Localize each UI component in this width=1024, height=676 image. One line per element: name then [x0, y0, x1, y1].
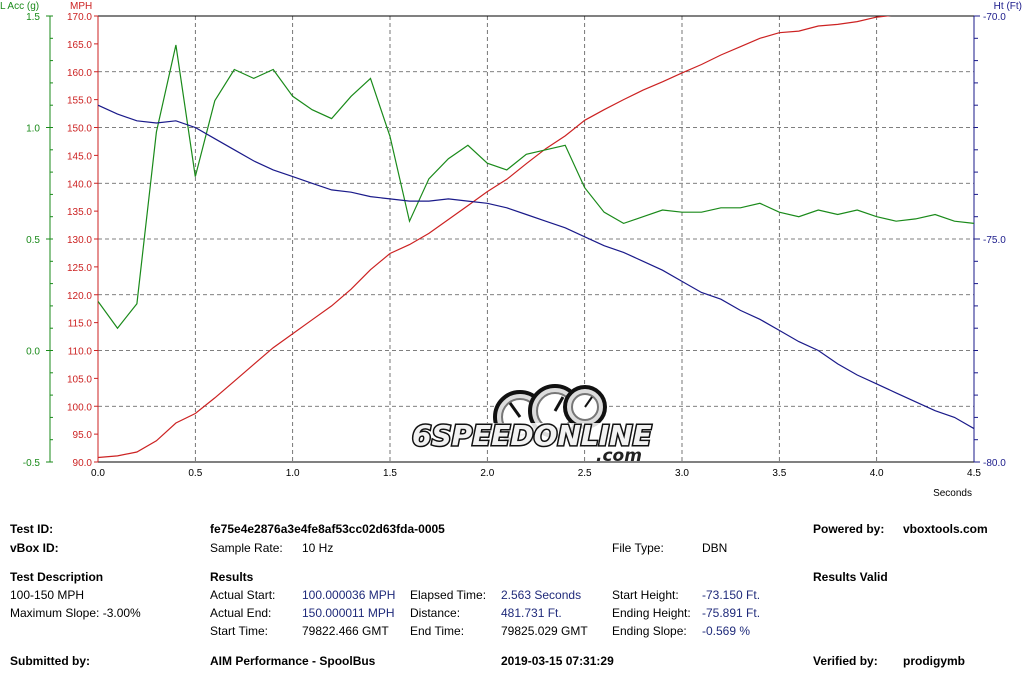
- start-height-label: Start Height:: [612, 588, 679, 602]
- elapsed-time-label: Elapsed Time:: [410, 588, 487, 602]
- lacc-tick-label: 0.5: [26, 235, 40, 246]
- mph-tick-label: 115.0: [68, 319, 93, 330]
- end-time-label: End Time:: [410, 624, 465, 638]
- axes: 0.0 0.5 1.0 1.5 2.0 2.5 3.0 3.5 4.0 4.5 Seconds -0.…: [0, 1, 1022, 499]
- results-valid: Results Valid: [813, 570, 888, 584]
- submitted-by-value: AIM Performance - SpoolBus: [210, 654, 376, 668]
- start-time-value: 79822.466 GMT: [302, 624, 389, 638]
- mph-series-line: [98, 16, 892, 459]
- lacc-tick-label: 1.0: [26, 124, 40, 135]
- file-type-label: File Type:: [612, 541, 664, 555]
- actual-end-value: 150.000011 MPH: [302, 606, 395, 620]
- distance-label: Distance:: [410, 606, 461, 620]
- distance-value: 481.731 Ft.: [501, 606, 562, 620]
- ending-height-label: Ending Height:: [612, 606, 691, 620]
- test-id-value: fe75e4e2876a3e4fe8af53cc02d63fda-0005: [210, 522, 445, 536]
- file-type-value: DBN: [702, 541, 728, 555]
- x-tick-label: 4.5: [967, 468, 981, 479]
- powered-by-value: vboxtools.com: [903, 522, 988, 536]
- end-time-value: 79825.029 GMT: [501, 624, 588, 638]
- ending-slope-label: Ending Slope:: [612, 624, 687, 638]
- mph-tick-label: 140.0: [67, 179, 92, 190]
- lacc-tick-label: 1.5: [26, 12, 40, 23]
- mph-tick-label: 90.0: [73, 458, 93, 469]
- test-description-label: Test Description: [10, 570, 104, 584]
- actual-start-label: Actual Start:: [210, 588, 276, 602]
- mph-axis-title: MPH: [70, 1, 92, 12]
- powered-by-label: Powered by:: [813, 522, 885, 536]
- mph-tick-label: 165.0: [67, 40, 92, 51]
- start-time-label: Start Time:: [210, 624, 269, 638]
- lacc-tick-label: 0.0: [26, 347, 40, 358]
- lacc-series-line: [98, 44, 974, 330]
- mph-tick-label: 145.0: [67, 151, 92, 162]
- mph-tick-label: 170.0: [67, 12, 92, 23]
- ht-axis-title: Ht (Ft): [994, 1, 1022, 12]
- mph-tick-label: 135.0: [67, 207, 92, 218]
- x-tick-label: 3.0: [675, 468, 689, 479]
- actual-start-value: 100.000036 MPH: [302, 588, 396, 602]
- x-tick-label: 0.5: [188, 468, 202, 479]
- x-tick-label: 1.0: [286, 468, 300, 479]
- sample-rate-value: 10 Hz: [302, 541, 334, 555]
- lacc-tick-label: -0.5: [23, 458, 41, 469]
- chart: 0.0 0.5 1.0 1.5 2.0 2.5 3.0 3.5 4.0 4.5 Seconds -0.…: [0, 1, 1022, 499]
- x-tick-label: 4.0: [870, 468, 884, 479]
- logo: 6SPEEDONLINE 6SPEEDONLINE .com: [410, 384, 662, 466]
- elapsed-time-value: 2.563 Seconds: [501, 588, 582, 602]
- mph-tick-label: 125.0: [67, 263, 92, 274]
- x-tick-label: 0.0: [91, 468, 105, 479]
- mph-tick-label: 100.0: [67, 402, 92, 413]
- mph-tick-label: 150.0: [67, 124, 92, 135]
- x-tick-label: 2.5: [578, 468, 592, 479]
- results-label: Results: [210, 570, 254, 584]
- mph-tick-label: 105.0: [67, 374, 92, 385]
- x-tick-label: 1.5: [383, 468, 397, 479]
- lacc-axis-title: L Acc (g): [0, 1, 39, 12]
- verified-by-label: Verified by:: [813, 654, 878, 668]
- series-lines: [98, 16, 974, 459]
- grid: [98, 16, 974, 462]
- verified-by-value: prodigymb: [903, 654, 965, 668]
- logo-text: 6SPEEDONLINE: [412, 419, 652, 452]
- submitted-by-label: Submitted by:: [10, 654, 90, 668]
- mph-tick-label: 155.0: [67, 96, 92, 107]
- x-tick-label: 3.5: [772, 468, 786, 479]
- sample-rate-label: Sample Rate:: [210, 541, 283, 555]
- logo-sub: .com: [596, 446, 642, 466]
- ht-tick-label: -75.0: [983, 235, 1006, 246]
- mph-tick-label: 130.0: [67, 235, 92, 246]
- actual-end-label: Actual End:: [210, 606, 272, 620]
- x-tick-label: 2.0: [480, 468, 494, 479]
- description-line2: Maximum Slope: -3.00%: [10, 606, 141, 620]
- vbox-id-label: vBox ID:: [10, 541, 59, 555]
- mph-tick-label: 110.0: [68, 347, 93, 358]
- ht-tick-label: -70.0: [983, 12, 1006, 23]
- mph-tick-label: 120.0: [67, 291, 92, 302]
- description-line1: 100-150 MPH: [10, 588, 85, 602]
- ht-series-line: [98, 104, 974, 430]
- x-axis-label: Seconds: [933, 488, 972, 499]
- start-height-value: -73.150 Ft.: [702, 588, 761, 602]
- test-id-label: Test ID:: [10, 522, 54, 536]
- mph-tick-label: 95.0: [73, 430, 93, 441]
- ht-tick-label: -80.0: [983, 458, 1006, 469]
- ending-height-value: -75.891 Ft.: [702, 606, 761, 620]
- date-value: 2019-03-15 07:31:29: [501, 654, 614, 668]
- ending-slope-value: -0.569 %: [702, 624, 751, 638]
- logo-text-shadow: 6SPEEDONLINE: [412, 419, 652, 452]
- mph-tick-label: 160.0: [67, 68, 92, 79]
